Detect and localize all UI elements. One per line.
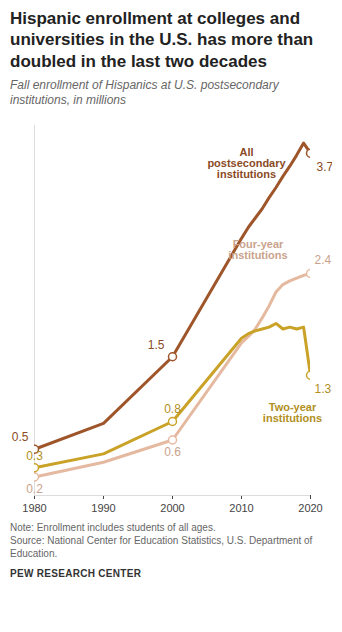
svg-text:2010: 2010 — [229, 502, 253, 514]
svg-text:1.3: 1.3 — [315, 382, 332, 396]
html-text:Source: National Center for Ed: Source: National Center for Education St… — [10, 534, 313, 559]
svg-text:0.5: 0.5 — [12, 430, 29, 444]
svg-text:Two-yearinstitutions: Two-yearinstitutions — [263, 401, 322, 424]
svg-text:0.3: 0.3 — [26, 449, 43, 463]
svg-text:1.5: 1.5 — [148, 338, 165, 352]
svg-text:Allpostsecondaryinstitutions: Allpostsecondaryinstitutions — [207, 146, 286, 180]
svg-text:Four-yearinstitutions: Four-yearinstitutions — [228, 238, 287, 261]
svg-text:0.6: 0.6 — [164, 445, 181, 459]
html-text:PEW RESEARCH CENTER: PEW RESEARCH CENTER — [10, 567, 142, 579]
svg-text:2.4: 2.4 — [315, 253, 332, 267]
svg-text:2000: 2000 — [160, 502, 184, 514]
svg-text:1980: 1980 — [22, 502, 46, 514]
svg-text:0.2: 0.2 — [26, 482, 43, 496]
html-text:Hispanic enrollment at college: Hispanic enrollment at colleges and univ… — [10, 9, 314, 71]
html-text:Note: Enrollment includes stud: Note: Enrollment includes students of al… — [10, 521, 216, 533]
svg-text:3.7: 3.7 — [317, 160, 333, 174]
html-text:Fall enrollment of Hispanics a: Fall enrollment of Hispanics at U.S. pos… — [10, 77, 279, 108]
svg-text:2020: 2020 — [298, 502, 322, 514]
svg-text:0.8: 0.8 — [164, 402, 181, 416]
svg-text:1990: 1990 — [91, 502, 115, 514]
